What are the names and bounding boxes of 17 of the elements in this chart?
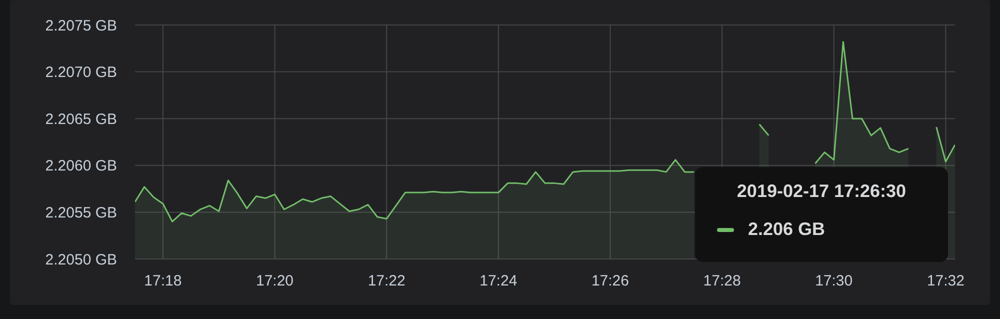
y-tick-label: 2.2075 GB [45, 17, 117, 34]
x-tick-label: 17:30 [815, 272, 853, 290]
y-tick-label: 2.2060 GB [45, 158, 117, 175]
y-tick-label: 2.2070 GB [45, 64, 117, 82]
tooltip-box: 2019-02-17 17:26:30 2.206 GB [695, 167, 948, 262]
x-tick-label: 17:26 [591, 272, 629, 290]
x-tick-label: 17:32 [926, 272, 964, 290]
x-tick-label: 17:24 [480, 272, 518, 290]
x-tick-label: 17:28 [703, 272, 741, 290]
x-tick-label: 17:22 [368, 272, 406, 290]
y-tick-label: 2.2065 GB [45, 110, 117, 128]
annotation: 2019-02-17 17:26:30 [736, 181, 908, 202]
y-tick-label: 2.2050 GB [45, 251, 117, 268]
x-tick-label: 17:18 [144, 272, 182, 290]
x-tick-label: 17:20 [256, 272, 294, 290]
annotation: 2.206 GB [748, 219, 826, 240]
y-tick-label: 2.2055 GB [45, 204, 117, 222]
